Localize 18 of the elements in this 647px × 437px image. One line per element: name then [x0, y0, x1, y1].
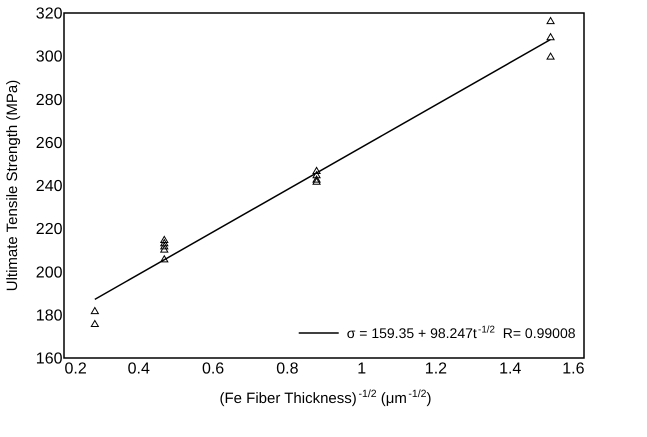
x-tick-label: 0.4 [128, 360, 150, 378]
x-tick-label: 1.6 [562, 360, 585, 378]
x-tick-label: 0.8 [276, 360, 299, 378]
y-tick-label: 260 [36, 134, 63, 152]
y-tick-label: 220 [36, 221, 63, 238]
x-tick-label: 1 [357, 360, 366, 378]
y-tick-label: 200 [36, 264, 63, 282]
y-tick-label: 160 [36, 350, 63, 368]
x-tick-label: 0.6 [202, 360, 224, 378]
y-tick-label: 280 [36, 92, 63, 109]
x-tick-label: 1.4 [499, 360, 522, 378]
y-axis-title: Ultimate Tensile Strength (MPa) [4, 80, 21, 292]
y-tick-label: 320 [36, 6, 63, 22]
y-tick-label: 240 [36, 178, 63, 195]
y-tick-label: 180 [36, 307, 63, 324]
x-tick-label: 1.2 [424, 360, 448, 378]
y-tick-label: 300 [36, 48, 63, 66]
x-tick-label: 0.2 [64, 360, 87, 378]
